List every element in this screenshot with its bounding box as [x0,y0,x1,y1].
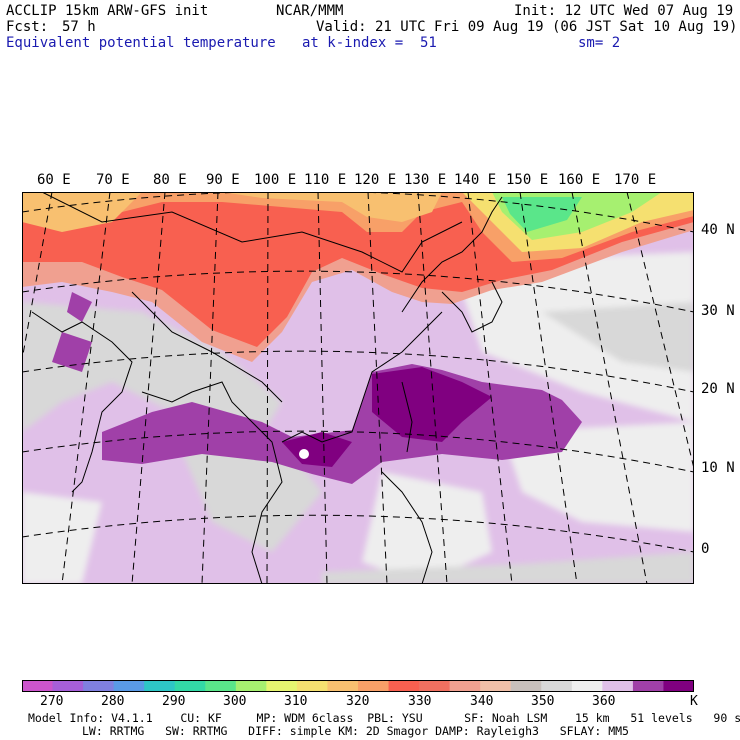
colorbar-label: 340 [470,694,494,709]
lon-label: 160 E [558,172,601,188]
smoothing: sm= 2 [578,35,621,51]
colorbar-cell [235,680,267,692]
lon-label: 60 E [37,172,71,188]
gray-field [22,252,694,584]
valid-time: Valid: 21 UTC Fri 09 Aug 19 (06 JST Sat … [316,19,738,35]
lon-label: 110 E [304,172,347,188]
colorbar-cell [327,680,359,692]
colorbar-label: 350 [531,694,555,709]
high-theta-e-band [52,292,582,484]
lat-label: 10 N [701,460,735,476]
coastlines [31,192,503,584]
map-frame [22,192,694,584]
colorbar-cell [296,680,328,692]
colorbar-label: 290 [162,694,186,709]
colorbar-cell [174,680,206,692]
lon-label: 130 E [404,172,447,188]
lon-label: 100 E [254,172,297,188]
colorbar-cell [480,680,512,692]
lat-label: 0 [701,541,710,557]
colorbar-label: 280 [101,694,125,709]
model-title: ACCLIP 15km ARW-GFS init [6,3,209,19]
colorbar [22,680,694,692]
graticule [22,192,694,584]
colorbar-cell [632,680,664,692]
colorbar-cell [419,680,451,692]
colorbar-cell [22,680,54,692]
colorbar-label: 270 [40,694,64,709]
lon-label: 120 E [354,172,397,188]
colorbar-cell [510,680,542,692]
level-index: at k-index = 51 [302,35,437,51]
model-info-line2: LW: RRTMG SW: RRTMG DIFF: simple KM: 2D … [82,724,629,738]
lat-label: 40 N [701,222,735,238]
lon-label: 90 E [206,172,240,188]
map-panel [22,192,694,584]
colorbar-label: 320 [346,694,370,709]
colorbar-cell [205,680,237,692]
lon-label: 150 E [506,172,549,188]
lon-label: 70 E [96,172,130,188]
colorbar-cell [663,680,694,692]
colorbar-cell [449,680,481,692]
field-name: Equivalent potential temperature [6,35,276,51]
colorbar-cell [266,680,298,692]
lat-label: 30 N [701,303,735,319]
lon-label: 140 E [454,172,497,188]
colorbar-cell [113,680,145,692]
model-info-line1: Model Info: V4.1.1 CU: KF MP: WDM 6class… [28,711,740,725]
colorbar-label: 330 [408,694,432,709]
colorbar-cell [388,680,420,692]
colorbar-cell [83,680,115,692]
colorbar-cell [602,680,634,692]
colorbar-cell [571,680,603,692]
colorbar-cell [358,680,390,692]
colorbar-unit: K [690,694,698,709]
organization: NCAR/MMM [276,3,344,19]
colorbar-cell [541,680,573,692]
colorbar-cell [52,680,84,692]
colorbar-label: 360 [592,694,616,709]
lat-label: 20 N [701,381,735,397]
lon-label: 80 E [153,172,187,188]
forecast-label: Fcst: [6,19,49,35]
init-time: Init: 12 UTC Wed 07 Aug 19 [514,3,734,19]
forecast-hour: 57 h [62,19,96,35]
colorbar-label: 310 [284,694,308,709]
colorbar-frame [22,680,694,692]
colorbar-label: 300 [223,694,247,709]
lon-label: 170 E [614,172,657,188]
colorbar-cell [144,680,176,692]
